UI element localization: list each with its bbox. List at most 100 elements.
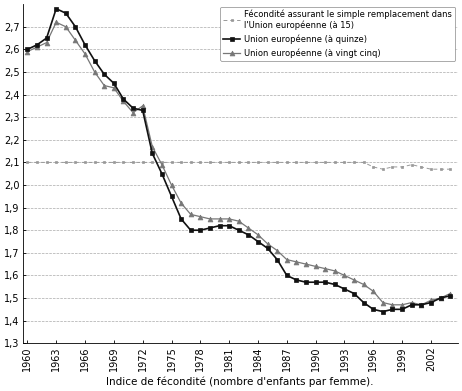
Union européenne (à vingt cinq) xyxy=(111,86,116,90)
Union européenne (à vingt cinq) xyxy=(371,289,376,294)
Union européenne (à vingt cinq) xyxy=(54,20,59,25)
Fécondité assurant le simple remplacement dans
l'Union européenne (à 15) xyxy=(130,160,136,165)
Fécondité assurant le simple remplacement dans
l'Union européenne (à 15) xyxy=(303,160,309,165)
Union européenne (à vingt cinq) xyxy=(265,241,270,246)
Union européenne (à quinze) xyxy=(73,24,78,29)
Union européenne (à quinze) xyxy=(428,300,434,305)
Union européenne (à vingt cinq) xyxy=(322,266,328,271)
Union européenne (à vingt cinq) xyxy=(140,104,146,108)
Fécondité assurant le simple remplacement dans
l'Union européenne (à 15) xyxy=(121,160,126,165)
Union européenne (à quinze) xyxy=(169,194,174,199)
Line: Fécondité assurant le simple remplacement dans
l'Union européenne (à 15): Fécondité assurant le simple remplacemen… xyxy=(26,161,451,170)
Union européenne (à vingt cinq) xyxy=(217,217,222,221)
Union européenne (à quinze) xyxy=(419,303,424,307)
Fécondité assurant le simple remplacement dans
l'Union européenne (à 15) xyxy=(419,165,424,169)
Fécondité assurant le simple remplacement dans
l'Union européenne (à 15) xyxy=(390,165,395,169)
Union européenne (à quinze) xyxy=(217,223,222,228)
Union européenne (à quinze) xyxy=(63,11,68,16)
Union européenne (à quinze) xyxy=(54,6,59,11)
Fécondité assurant le simple remplacement dans
l'Union européenne (à 15) xyxy=(313,160,318,165)
Union européenne (à quinze) xyxy=(178,217,184,221)
Fécondité assurant le simple remplacement dans
l'Union européenne (à 15) xyxy=(236,160,242,165)
Union européenne (à vingt cinq) xyxy=(390,303,395,307)
Union européenne (à quinze) xyxy=(236,228,242,233)
Union européenne (à quinze) xyxy=(92,58,97,63)
Union européenne (à vingt cinq) xyxy=(361,282,366,287)
Union européenne (à vingt cinq) xyxy=(409,300,414,305)
Union européenne (à vingt cinq) xyxy=(447,291,453,296)
Union européenne (à quinze) xyxy=(121,97,126,101)
Fécondité assurant le simple remplacement dans
l'Union européenne (à 15) xyxy=(198,160,203,165)
Union européenne (à quinze) xyxy=(313,280,318,285)
Line: Union européenne (à quinze): Union européenne (à quinze) xyxy=(26,7,452,313)
Fécondité assurant le simple remplacement dans
l'Union européenne (à 15) xyxy=(207,160,213,165)
Fécondité assurant le simple remplacement dans
l'Union européenne (à 15) xyxy=(63,160,68,165)
Fécondité assurant le simple remplacement dans
l'Union européenne (à 15) xyxy=(169,160,174,165)
Union européenne (à vingt cinq) xyxy=(274,248,280,253)
Union européenne (à vingt cinq) xyxy=(226,217,232,221)
Union européenne (à vingt cinq) xyxy=(303,262,309,267)
Union européenne (à quinze) xyxy=(246,232,251,237)
Union européenne (à vingt cinq) xyxy=(428,298,434,303)
Union européenne (à vingt cinq) xyxy=(419,303,424,307)
Fécondité assurant le simple remplacement dans
l'Union européenne (à 15) xyxy=(409,162,414,167)
Fécondité assurant le simple remplacement dans
l'Union européenne (à 15) xyxy=(351,160,357,165)
Union européenne (à quinze) xyxy=(82,43,88,47)
X-axis label: Indice de fécondité (nombre d'enfants par femme).: Indice de fécondité (nombre d'enfants pa… xyxy=(106,376,374,387)
Union européenne (à vingt cinq) xyxy=(246,226,251,230)
Union européenne (à quinze) xyxy=(447,293,453,298)
Union européenne (à vingt cinq) xyxy=(198,214,203,219)
Union européenne (à quinze) xyxy=(34,43,40,47)
Union européenne (à vingt cinq) xyxy=(92,70,97,74)
Union européenne (à vingt cinq) xyxy=(150,144,155,149)
Union européenne (à vingt cinq) xyxy=(188,212,194,217)
Fécondité assurant le simple remplacement dans
l'Union européenne (à 15) xyxy=(399,165,405,169)
Fécondité assurant le simple remplacement dans
l'Union européenne (à 15) xyxy=(111,160,116,165)
Union européenne (à vingt cinq) xyxy=(63,24,68,29)
Union européenne (à quinze) xyxy=(390,307,395,312)
Union européenne (à vingt cinq) xyxy=(73,38,78,43)
Union européenne (à quinze) xyxy=(351,291,357,296)
Union européenne (à vingt cinq) xyxy=(102,83,107,88)
Union européenne (à quinze) xyxy=(111,81,116,86)
Union européenne (à quinze) xyxy=(159,171,164,176)
Union européenne (à quinze) xyxy=(255,239,261,244)
Union européenne (à vingt cinq) xyxy=(169,183,174,187)
Fécondité assurant le simple remplacement dans
l'Union européenne (à 15) xyxy=(255,160,261,165)
Union européenne (à vingt cinq) xyxy=(34,45,40,50)
Union européenne (à quinze) xyxy=(130,106,136,111)
Union européenne (à quinze) xyxy=(284,273,290,278)
Union européenne (à vingt cinq) xyxy=(178,201,184,205)
Fécondité assurant le simple remplacement dans
l'Union européenne (à 15) xyxy=(265,160,270,165)
Fécondité assurant le simple remplacement dans
l'Union européenne (à 15) xyxy=(274,160,280,165)
Union européenne (à quinze) xyxy=(322,280,328,285)
Union européenne (à quinze) xyxy=(150,151,155,156)
Fécondité assurant le simple remplacement dans
l'Union européenne (à 15) xyxy=(34,160,40,165)
Fécondité assurant le simple remplacement dans
l'Union européenne (à 15) xyxy=(226,160,232,165)
Union européenne (à quinze) xyxy=(303,280,309,285)
Fécondité assurant le simple remplacement dans
l'Union européenne (à 15) xyxy=(44,160,49,165)
Fécondité assurant le simple remplacement dans
l'Union européenne (à 15) xyxy=(371,165,376,169)
Union européenne (à quinze) xyxy=(409,303,414,307)
Union européenne (à quinze) xyxy=(361,300,366,305)
Union européenne (à vingt cinq) xyxy=(130,110,136,115)
Fécondité assurant le simple remplacement dans
l'Union européenne (à 15) xyxy=(178,160,184,165)
Union européenne (à vingt cinq) xyxy=(236,219,242,224)
Union européenne (à quinze) xyxy=(438,296,444,300)
Union européenne (à quinze) xyxy=(24,47,30,52)
Union européenne (à quinze) xyxy=(226,223,232,228)
Union européenne (à vingt cinq) xyxy=(438,296,444,300)
Fécondité assurant le simple remplacement dans
l'Union européenne (à 15) xyxy=(428,167,434,172)
Fécondité assurant le simple remplacement dans
l'Union européenne (à 15) xyxy=(54,160,59,165)
Union européenne (à quinze) xyxy=(265,246,270,251)
Fécondité assurant le simple remplacement dans
l'Union européenne (à 15) xyxy=(438,167,444,172)
Fécondité assurant le simple remplacement dans
l'Union européenne (à 15) xyxy=(447,167,453,172)
Fécondité assurant le simple remplacement dans
l'Union européenne (à 15) xyxy=(159,160,164,165)
Fécondité assurant le simple remplacement dans
l'Union européenne (à 15) xyxy=(342,160,347,165)
Union européenne (à quinze) xyxy=(332,282,338,287)
Union européenne (à quinze) xyxy=(198,228,203,233)
Union européenne (à vingt cinq) xyxy=(44,40,49,45)
Union européenne (à quinze) xyxy=(342,287,347,291)
Legend: Fécondité assurant le simple remplacement dans
l'Union européenne (à 15), Union : Fécondité assurant le simple remplacemen… xyxy=(220,7,456,61)
Fécondité assurant le simple remplacement dans
l'Union européenne (à 15) xyxy=(140,160,146,165)
